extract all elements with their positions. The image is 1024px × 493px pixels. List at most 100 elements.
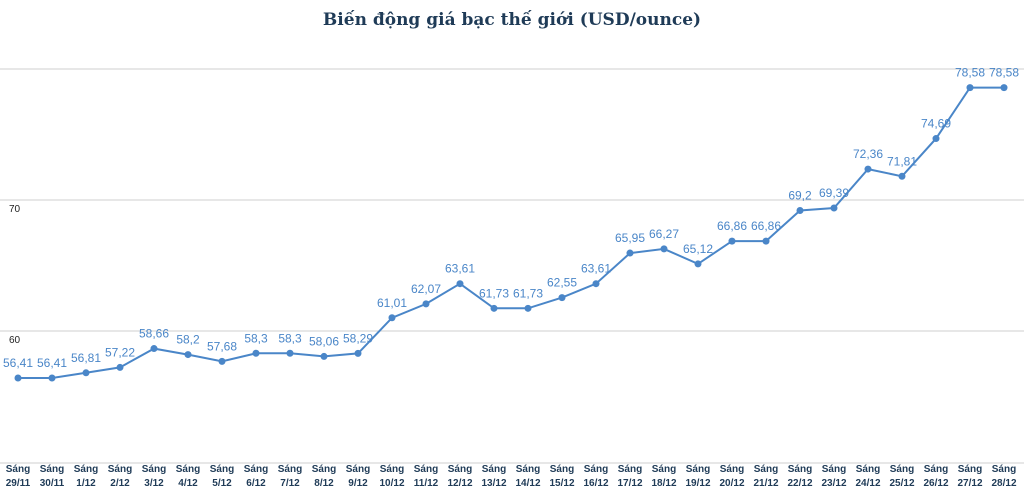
x-tick-label-date: 8/12 xyxy=(314,478,334,489)
x-tick-label-date: 16/12 xyxy=(583,478,608,489)
data-point xyxy=(966,84,974,92)
data-point xyxy=(388,314,396,322)
x-tick-label-top: Sáng xyxy=(890,464,914,475)
gridlines xyxy=(0,68,1024,464)
data-label: 74,69 xyxy=(921,117,951,131)
data-point xyxy=(82,369,90,377)
x-tick-label-date: 21/12 xyxy=(753,478,778,489)
data-label: 63,61 xyxy=(581,262,611,276)
x-tick-label-top: Sáng xyxy=(142,464,166,475)
data-label: 78,58 xyxy=(989,66,1019,80)
data-point xyxy=(830,204,838,212)
data-label: 72,36 xyxy=(853,147,883,161)
data-point xyxy=(116,363,124,371)
x-tick-label-top: Sáng xyxy=(482,464,506,475)
data-point xyxy=(728,237,736,245)
data-label: 58,3 xyxy=(244,331,268,345)
data-label: 63,61 xyxy=(445,262,475,276)
data-points xyxy=(14,84,1008,382)
x-tick-label-top: Sáng xyxy=(856,464,880,475)
series-line xyxy=(18,86,1004,379)
y-tick-label: 70 xyxy=(9,204,21,215)
data-point xyxy=(252,349,260,357)
data-point xyxy=(626,249,634,257)
x-tick-label-top: Sáng xyxy=(108,464,132,475)
x-tick-label-top: Sáng xyxy=(992,464,1016,475)
data-point xyxy=(184,351,192,359)
x-tick-label-top: Sáng xyxy=(312,464,336,475)
x-tick-label-top: Sáng xyxy=(788,464,812,475)
x-tick-label-date: 9/12 xyxy=(348,478,368,489)
x-tick-label-top: Sáng xyxy=(822,464,846,475)
data-point xyxy=(558,294,566,302)
data-label: 58,66 xyxy=(139,327,169,341)
x-tick-label-date: 5/12 xyxy=(212,478,232,489)
x-tick-label-date: 13/12 xyxy=(481,478,506,489)
x-tick-label-top: Sáng xyxy=(924,464,948,475)
data-point xyxy=(796,206,804,214)
x-tick-label-top: Sáng xyxy=(346,464,370,475)
x-tick-label-date: 10/12 xyxy=(379,478,404,489)
x-tick-label-date: 2/12 xyxy=(110,478,130,489)
x-tick-label-date: 29/11 xyxy=(6,478,31,489)
x-tick-label-top: Sáng xyxy=(6,464,30,475)
x-tick-label-date: 28/12 xyxy=(991,478,1016,489)
x-tick-label-top: Sáng xyxy=(720,464,744,475)
data-point xyxy=(898,172,906,180)
x-tick-label-top: Sáng xyxy=(516,464,540,475)
data-point xyxy=(218,357,226,365)
x-tick-label-date: 12/12 xyxy=(447,478,472,489)
data-point xyxy=(524,304,532,312)
x-tick-label-date: 1/12 xyxy=(76,478,96,489)
x-tick-label-top: Sáng xyxy=(618,464,642,475)
x-tick-label-top: Sáng xyxy=(40,464,64,475)
x-tick-label-date: 19/12 xyxy=(685,478,710,489)
x-tick-label-top: Sáng xyxy=(176,464,200,475)
x-tick-label-top: Sáng xyxy=(210,464,234,475)
data-label: 56,41 xyxy=(3,356,33,370)
x-tick-label-date: 11/12 xyxy=(414,478,439,489)
x-tick-label-top: Sáng xyxy=(380,464,404,475)
data-label: 58,3 xyxy=(278,331,302,345)
x-tick-label-date: 17/12 xyxy=(617,478,642,489)
x-tick-label-top: Sáng xyxy=(244,464,268,475)
data-label: 65,12 xyxy=(683,242,713,256)
data-label: 57,68 xyxy=(207,339,237,353)
data-point xyxy=(422,300,430,308)
data-label: 62,55 xyxy=(547,276,577,290)
data-point xyxy=(286,349,294,357)
x-tick-label-top: Sáng xyxy=(584,464,608,475)
data-point xyxy=(150,345,158,353)
data-label: 56,81 xyxy=(71,351,101,365)
x-tick-label-date: 25/12 xyxy=(889,478,914,489)
x-tick-label-date: 6/12 xyxy=(246,478,266,489)
data-label: 61,01 xyxy=(377,296,407,310)
x-tick-label-top: Sáng xyxy=(958,464,982,475)
data-point xyxy=(694,260,702,268)
x-tick-label-top: Sáng xyxy=(550,464,574,475)
y-tick-label: 60 xyxy=(9,335,21,346)
x-tick-label-top: Sáng xyxy=(652,464,676,475)
data-point xyxy=(762,237,770,245)
y-axis-ticks: 60 70 xyxy=(9,204,21,346)
data-label: 56,41 xyxy=(37,356,67,370)
data-point xyxy=(354,349,362,357)
data-label: 69,39 xyxy=(819,186,849,200)
x-tick-label-date: 4/12 xyxy=(178,478,198,489)
data-point xyxy=(14,374,22,382)
data-label: 62,07 xyxy=(411,282,441,296)
x-tick-label-date: 14/12 xyxy=(515,478,540,489)
data-point xyxy=(1000,84,1008,92)
data-label: 61,73 xyxy=(479,286,509,300)
data-label: 78,58 xyxy=(955,66,985,80)
x-axis-labels: Sáng 29/11 Sáng 30/11 Sáng 1/12 Sáng 2/12 Sáng 3/… xyxy=(6,464,1017,489)
x-tick-label-date: 26/12 xyxy=(923,478,948,489)
x-tick-label-top: Sáng xyxy=(448,464,472,475)
data-label: 69,2 xyxy=(788,188,812,202)
x-tick-label-date: 27/12 xyxy=(957,478,982,489)
chart-title: Biến động giá bạc thế giới (USD/ounce) xyxy=(322,10,702,30)
data-label: 58,06 xyxy=(309,334,339,348)
x-tick-label-date: 22/12 xyxy=(787,478,812,489)
